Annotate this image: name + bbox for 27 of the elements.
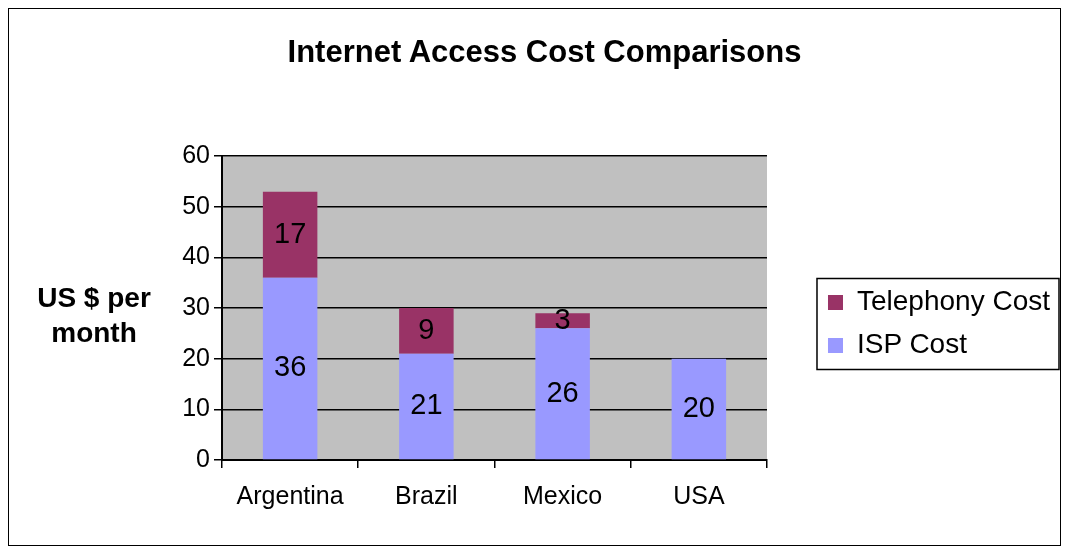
data-label: 21: [410, 388, 443, 421]
y-tick-label: 20: [182, 342, 210, 371]
chart-title: Internet Access Cost Comparisons: [287, 34, 802, 70]
bar: [535, 328, 590, 460]
data-label: 26: [546, 375, 579, 408]
x-tick-label: Mexico: [523, 480, 603, 509]
x-tick-label: USA: [673, 480, 725, 509]
y-tick-label: 40: [182, 241, 210, 270]
data-label: 17: [273, 216, 307, 249]
data-label: 9: [418, 312, 435, 345]
y-tick-label: 50: [182, 190, 210, 219]
y-tick-label: 10: [182, 393, 210, 422]
y-axis-title: US $ per month: [36, 281, 152, 350]
x-tick-label: Brazil: [395, 480, 458, 509]
legend-label: Telephony Cost: [856, 285, 1051, 317]
legend-label: ISP Cost: [856, 328, 968, 360]
data-label: 36: [273, 350, 307, 383]
data-label: 20: [682, 390, 715, 423]
bar: [262, 191, 318, 278]
x-tick-label: Argentina: [236, 480, 344, 509]
bar: [399, 353, 454, 460]
bar: [399, 308, 454, 354]
y-tick-label: 0: [196, 443, 210, 472]
y-tick-label: 60: [182, 140, 210, 169]
bar: [262, 277, 318, 460]
y-tick-label: 30: [182, 291, 210, 320]
bar: [671, 358, 727, 460]
